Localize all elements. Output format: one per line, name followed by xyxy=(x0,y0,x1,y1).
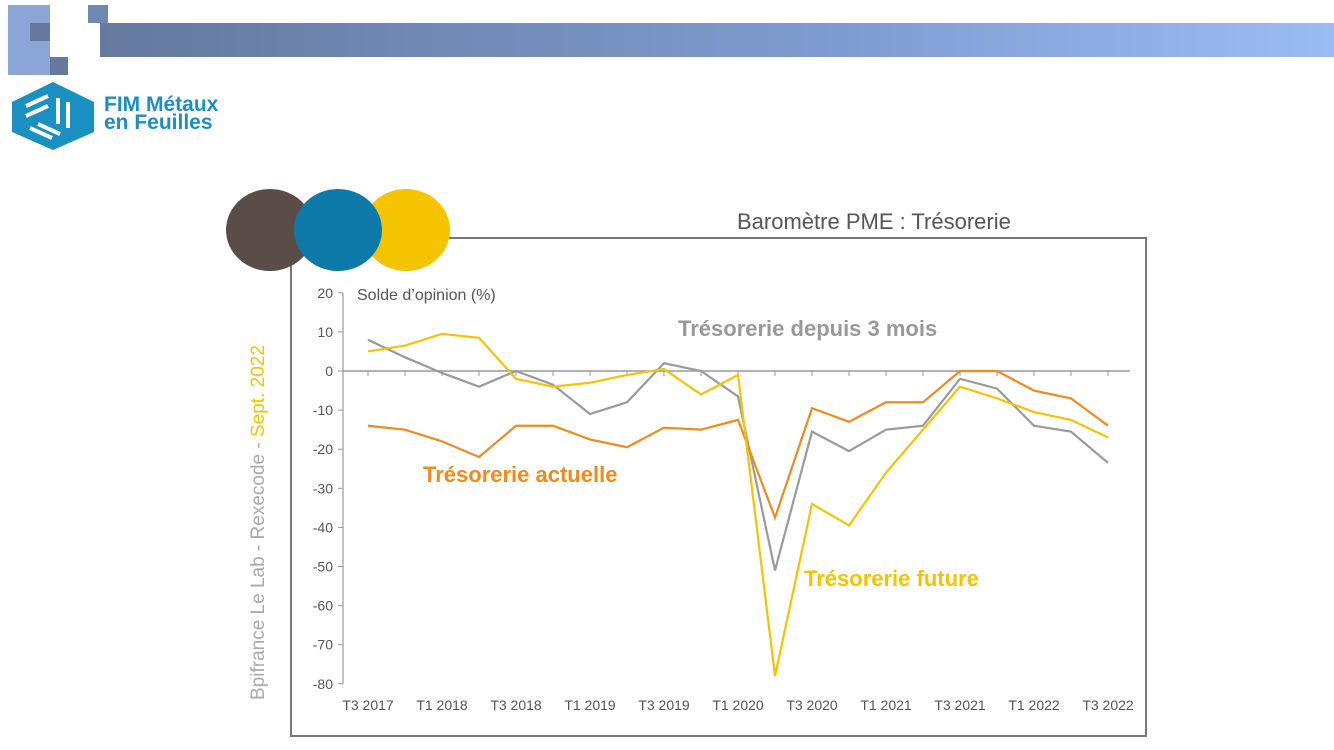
x-tick-label: T1 2018 xyxy=(416,697,468,713)
y-tick-label: 10 xyxy=(317,324,333,340)
decor-square xyxy=(88,5,108,23)
decor-square xyxy=(50,57,68,75)
y-tick-label: -20 xyxy=(313,441,333,457)
decor-square xyxy=(30,23,50,41)
chart-frame xyxy=(290,237,1147,737)
x-tick-label: T1 2022 xyxy=(1008,697,1060,713)
x-tick-label: T3 2017 xyxy=(342,697,394,713)
y-tick-label: -50 xyxy=(313,559,333,575)
chart-title: Baromètre PME : Trésorerie xyxy=(737,209,1011,234)
y-tick-label: -60 xyxy=(313,598,333,614)
logo-icon xyxy=(12,82,94,150)
x-tick-label: T1 2020 xyxy=(712,697,764,713)
x-tick-label: T3 2019 xyxy=(638,697,690,713)
series-label: Trésorerie actuelle xyxy=(423,462,617,487)
x-tick-label: T1 2021 xyxy=(860,697,912,713)
y-tick-label: -40 xyxy=(313,519,333,535)
decor-circle-blue xyxy=(294,189,382,271)
x-tick-label: T3 2021 xyxy=(934,697,986,713)
x-tick-label: T1 2019 xyxy=(564,697,616,713)
y-tick-label: 20 xyxy=(317,285,333,301)
y-tick-label: -30 xyxy=(313,480,333,496)
series-label: Trésorerie depuis 3 mois xyxy=(678,316,937,341)
series-line xyxy=(367,369,1109,521)
y-tick-label: -70 xyxy=(313,637,333,653)
series-line xyxy=(367,332,1109,677)
y-tick-label: -80 xyxy=(313,676,333,692)
y-tick-label: 0 xyxy=(325,363,333,379)
x-tick-label: T3 2022 xyxy=(1082,697,1134,713)
y-tick-label: -10 xyxy=(313,402,333,418)
header-banner xyxy=(100,23,1334,57)
logo-text: FIM Métaux en Feuilles xyxy=(104,93,219,134)
y-axis-label: Solde d’opinion (%) xyxy=(357,287,496,304)
x-tick-label: T3 2018 xyxy=(490,697,542,713)
x-tick-label: T3 2020 xyxy=(786,697,838,713)
series-label: Trésorerie future xyxy=(804,566,979,591)
